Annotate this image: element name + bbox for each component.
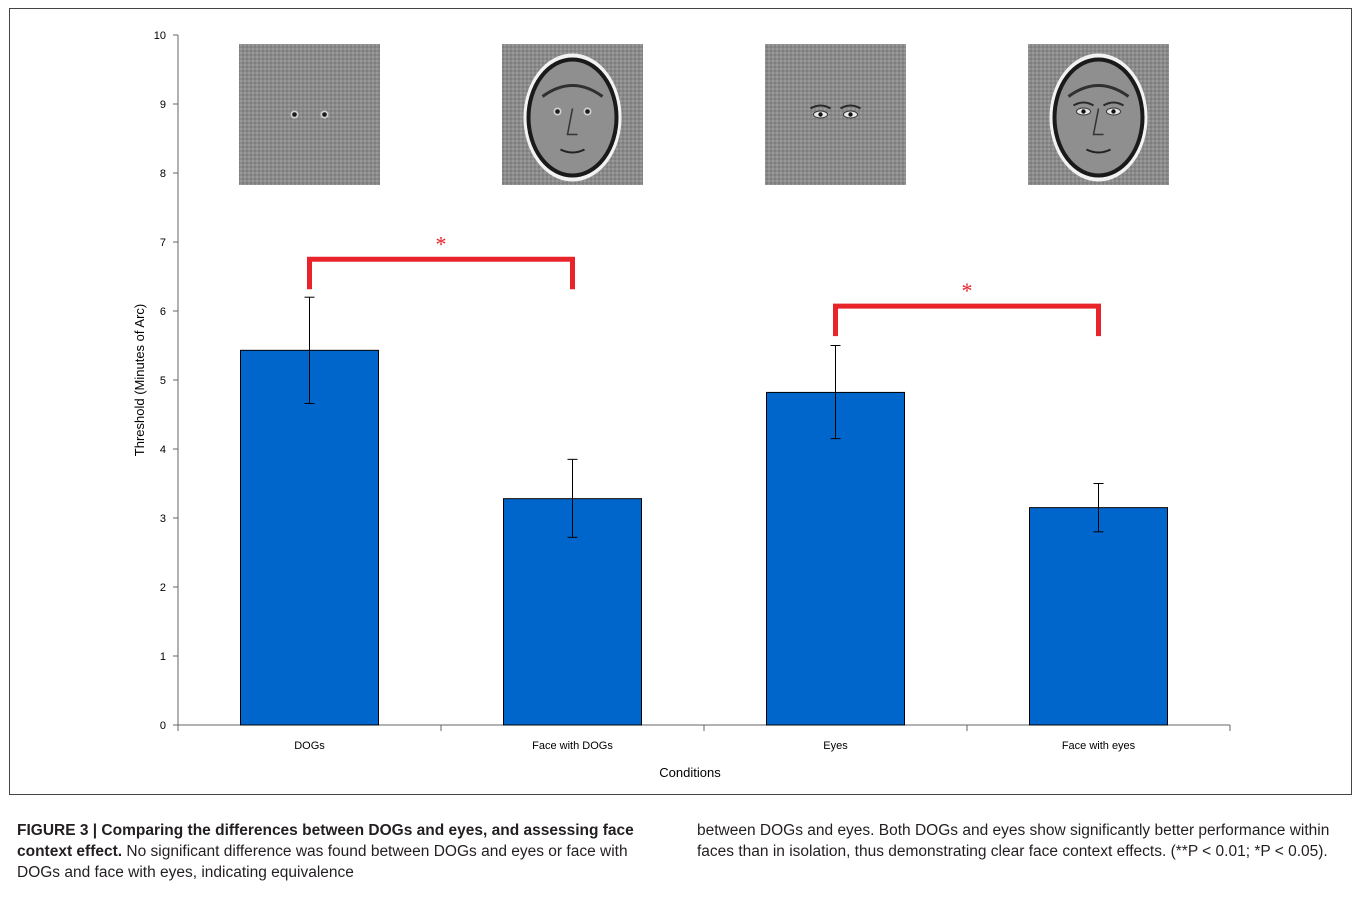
x-axis-label: Conditions xyxy=(659,765,721,780)
mouth-icon xyxy=(560,148,585,154)
bar xyxy=(1029,507,1168,726)
significance-marker: * xyxy=(962,278,973,303)
significance-marker: * xyxy=(436,231,447,256)
bars xyxy=(240,349,1168,726)
face-with-eyes-stimulus xyxy=(1028,44,1169,185)
caption-text-left: No significant difference was found betw… xyxy=(17,843,628,881)
y-tick-label: 5 xyxy=(160,375,166,387)
pupil-icon xyxy=(818,112,823,117)
y-tick-label: 3 xyxy=(160,513,166,525)
caption-text-right: between DOGs and eyes. Both DOGs and eye… xyxy=(697,822,1330,860)
dog-dot-icon xyxy=(585,109,590,114)
stimulus-background xyxy=(239,44,380,185)
y-tick-label: 2 xyxy=(160,582,166,594)
significance-brackets: ** xyxy=(307,231,1101,337)
y-tick-label: 4 xyxy=(160,444,166,456)
caption-right: between DOGs and eyes. Both DOGs and eye… xyxy=(697,820,1337,862)
bar xyxy=(766,391,905,726)
nose-icon xyxy=(566,108,578,136)
hairline xyxy=(541,84,604,98)
face-with-dogs-stimulus xyxy=(502,44,643,185)
eyebrow-icon xyxy=(839,104,862,110)
y-tick-label: 10 xyxy=(154,30,166,42)
y-axis-label: Threshold (Minutes of Arc) xyxy=(132,304,147,456)
stimulus-images xyxy=(239,44,1169,185)
y-tick-label: 0 xyxy=(160,720,166,732)
dog-dot-icon xyxy=(322,112,327,117)
eyebrow-icon xyxy=(809,104,832,110)
x-tick-label: Face with DOGs xyxy=(532,740,613,752)
caption-title: FIGURE 3 | Comparing the differences bet… xyxy=(17,822,634,860)
dog-pair-stimulus xyxy=(239,44,380,185)
nose-icon xyxy=(1092,108,1104,136)
error-bars xyxy=(304,296,1104,538)
stimulus-background xyxy=(765,44,906,185)
mouth-icon xyxy=(1086,148,1111,154)
hairline xyxy=(1067,84,1130,98)
face-halo xyxy=(1049,53,1148,182)
x-ticks: DOGs Face with DOGs Eyes Face with eyes xyxy=(177,725,1231,752)
bar-chart: 0 1 2 3 4 5 6 7 8 9 10 DOGs Face with DOGs Eyes Face … xyxy=(132,30,1231,780)
dog-dot-icon xyxy=(555,109,560,114)
y-ticks: 0 1 2 3 4 5 6 7 8 9 10 xyxy=(154,30,178,732)
pupil-icon xyxy=(1111,109,1116,114)
eyebrow-icon xyxy=(1072,101,1095,107)
x-tick-label: Eyes xyxy=(823,740,848,752)
face-outline xyxy=(526,57,619,178)
eyes-stimulus xyxy=(765,44,906,185)
dog-dot-icon xyxy=(292,112,297,117)
x-tick-label: DOGs xyxy=(294,740,325,752)
figure-frame xyxy=(9,8,1352,795)
pupil-icon xyxy=(1081,109,1086,114)
face-halo xyxy=(523,53,622,182)
caption-left: FIGURE 3 | Comparing the differences bet… xyxy=(17,820,667,883)
significance-bracket xyxy=(307,256,575,290)
y-tick-label: 1 xyxy=(160,651,166,663)
face-outline xyxy=(1052,57,1145,178)
bar xyxy=(240,349,379,726)
pupil-icon xyxy=(848,112,853,117)
y-tick-label: 6 xyxy=(160,306,166,318)
eyebrow-icon xyxy=(1102,101,1125,107)
y-tick-label: 8 xyxy=(160,168,166,180)
significance-bracket xyxy=(833,303,1101,337)
y-tick-label: 7 xyxy=(160,237,166,249)
x-tick-label: Face with eyes xyxy=(1062,740,1136,752)
y-tick-label: 9 xyxy=(160,99,166,111)
